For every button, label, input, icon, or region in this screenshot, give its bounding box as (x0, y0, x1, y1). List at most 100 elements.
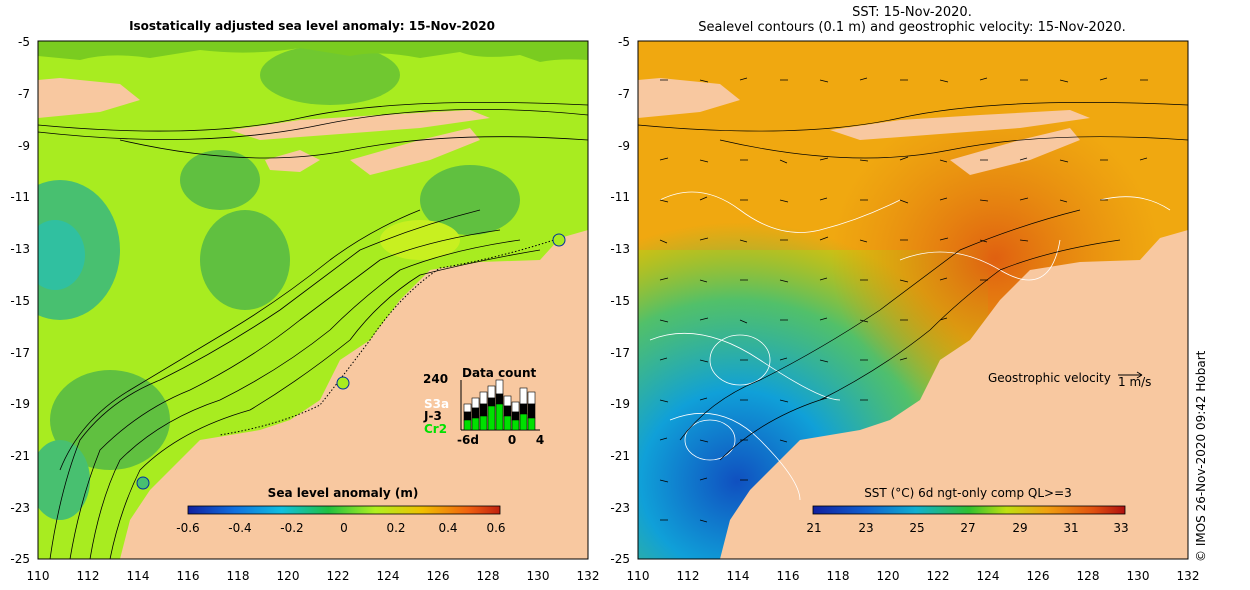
y-tick-label: -13 (10, 242, 30, 256)
sla-dotted-200m (219, 237, 561, 436)
sla-x-axis: 110 112 114 116 118 120 122 124 126 128 … (27, 569, 600, 583)
sst-map-frame (637, 40, 1189, 560)
sst-land-australia (720, 230, 1188, 559)
sla-green-patch (420, 165, 520, 235)
geostrophic-velocity-arrows (659, 77, 1148, 523)
x-tick-label: 120 (277, 569, 300, 583)
x-tick-label: 128 (477, 569, 500, 583)
sla-colorbar-tick: 0.4 (438, 521, 457, 535)
sla-green-patch (180, 150, 260, 210)
x-tick-label: 110 (627, 569, 650, 583)
x-tick-label: 128 (1077, 569, 1100, 583)
y-tick-label: -17 (610, 346, 630, 360)
y-tick-label: -19 (10, 397, 30, 411)
y-tick-label: -21 (610, 449, 630, 463)
y-tick-label: -7 (18, 87, 30, 101)
sst-x-axis: 110 112 114 116 118 120 122 124 126 128 … (627, 569, 1200, 583)
sst-colorbar-label: SST (°C) 6d ngt-only comp QL>=3 (864, 486, 1072, 500)
data-count-max: 240 (423, 372, 448, 386)
sla-land-timor (350, 128, 480, 175)
x-tick-label: 110 (27, 569, 50, 583)
x-tick-label: 122 (927, 569, 950, 583)
y-tick-label: -15 (610, 294, 630, 308)
x-tick-label: 126 (427, 569, 450, 583)
sla-colorbar-label: Sea level anomaly (m) (268, 486, 419, 500)
data-count-bars (463, 379, 536, 431)
sla-y-axis: -5 -7 -9 -11 -13 -15 -17 -19 -21 -23 -25 (10, 35, 30, 566)
sst-land-timor-strip (638, 78, 740, 118)
data-count-inset: Data count 240 S3a J-3 Cr2 -6d 0 4 (423, 366, 544, 447)
x-tick-label: 124 (377, 569, 400, 583)
x-tick-label: 114 (127, 569, 150, 583)
sla-land-islands (230, 110, 490, 140)
sla-low-west-core (38, 220, 85, 290)
x-tick-label: 130 (1127, 569, 1150, 583)
sst-colorbar-ramp (812, 505, 1126, 515)
x-tick-label: 116 (177, 569, 200, 583)
sla-yellow-patch (380, 220, 460, 260)
velocity-legend: Geostrophic velocity 1 m/s (988, 371, 1151, 389)
y-tick-label: -15 (10, 294, 30, 308)
y-tick-label: -9 (618, 139, 630, 153)
y-tick-label: -17 (10, 346, 30, 360)
y-tick-label: -21 (10, 449, 30, 463)
data-count-xtick: 0 (508, 433, 516, 447)
mission-label-s3a: S3a (424, 397, 449, 411)
sla-green-patch (50, 370, 170, 470)
sla-title: Isostatically adjusted sea level anomaly… (129, 19, 495, 33)
data-count-title: Data count (462, 366, 537, 380)
x-tick-label: 130 (527, 569, 550, 583)
x-tick-label: 120 (877, 569, 900, 583)
data-count-xtick: -6d (457, 433, 479, 447)
x-tick-label: 116 (777, 569, 800, 583)
sst-colorbar-tick: 27 (960, 521, 975, 535)
sst-map (638, 41, 1188, 559)
velocity-legend-label: Geostrophic velocity (988, 371, 1111, 385)
x-tick-label: 132 (1177, 569, 1200, 583)
sla-colorbar-tick: 0.6 (486, 521, 505, 535)
sla-green-patch (38, 440, 90, 520)
sla-map (38, 41, 588, 559)
sst-colorbar-tick: 29 (1012, 521, 1027, 535)
sst-title-line2: Sealevel contours (0.1 m) and geostrophi… (698, 20, 1125, 35)
sla-colorbar-tick: -0.4 (228, 521, 251, 535)
x-tick-label: 118 (827, 569, 850, 583)
y-tick-label: -25 (610, 552, 630, 566)
x-tick-label: 122 (327, 569, 350, 583)
x-tick-label: 112 (77, 569, 100, 583)
sst-title-line1: SST: 15-Nov-2020. (852, 5, 972, 20)
sst-colorbar-tick: 25 (909, 521, 924, 535)
sla-colorbar-tick: 0 (340, 521, 348, 535)
sst-colorbar-tick: 21 (806, 521, 821, 535)
x-tick-label: 114 (727, 569, 750, 583)
x-tick-label: 132 (577, 569, 600, 583)
y-tick-label: -13 (610, 242, 630, 256)
y-tick-label: -5 (618, 35, 630, 49)
sla-green-patch (260, 45, 400, 105)
y-tick-label: -5 (18, 35, 30, 49)
y-tick-label: -11 (10, 190, 30, 204)
sst-land-timor (950, 128, 1080, 175)
sla-colorbar-tick: -0.2 (280, 521, 303, 535)
velocity-scale-arrowhead (1136, 371, 1143, 379)
x-tick-label: 124 (977, 569, 1000, 583)
y-tick-label: -25 (10, 552, 30, 566)
mission-label-cr2: Cr2 (424, 422, 447, 436)
sst-bathymetry-contours (638, 102, 1188, 461)
tide-gauge-marker (552, 233, 566, 247)
sst-colorbar-tick: 31 (1063, 521, 1078, 535)
x-tick-label: 118 (227, 569, 250, 583)
tide-gauge-marker (136, 476, 150, 490)
sla-land-australia (120, 230, 588, 559)
y-tick-label: -19 (610, 397, 630, 411)
y-tick-label: -23 (610, 501, 630, 515)
data-count-xtick: 4 (536, 433, 544, 447)
x-tick-label: 112 (677, 569, 700, 583)
sla-colorbar-ramp (187, 505, 501, 515)
sla-green-patch (200, 210, 290, 310)
sla-colorbar-tick: -0.6 (176, 521, 199, 535)
sst-colorbar-tick: 33 (1113, 521, 1128, 535)
sst-colorbar-tick: 23 (858, 521, 873, 535)
y-tick-label: -23 (10, 501, 30, 515)
credit-text: © IMOS 26-Nov-2020 09:42 Hobart (1194, 350, 1208, 562)
